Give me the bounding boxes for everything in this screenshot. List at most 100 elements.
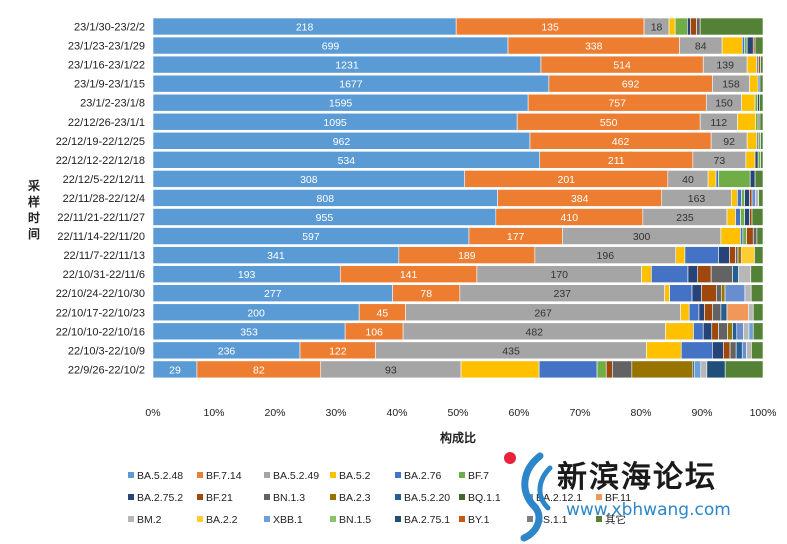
legend-swatch (197, 494, 203, 500)
bar-segment (754, 170, 764, 188)
bar-row: 22/12/5-22/12/11 308 201 40 (63, 170, 764, 188)
data-label: 699 (322, 41, 340, 53)
bar-segment (759, 112, 764, 131)
legend-item: BF.11 (596, 492, 631, 504)
bar-row: 22/11/21-22/11/27 955 410 235 (57, 208, 764, 226)
x-tick-label: 40% (386, 407, 407, 419)
legend-swatch (128, 516, 134, 522)
bar-segment (744, 208, 750, 226)
legend-item: BA.5.2.48 (128, 470, 183, 482)
bar-segment (631, 360, 694, 379)
bar-segment (751, 341, 764, 360)
data-label: 962 (333, 136, 351, 148)
bar-segment (755, 189, 760, 207)
data-label: 267 (534, 307, 552, 319)
x-tick-label: 100% (750, 407, 777, 419)
legend-label: BF.21 (206, 492, 233, 504)
legend-swatch (264, 494, 270, 500)
legend-label: BA.5.2.48 (137, 470, 183, 482)
legend-item: BN.1.5 (330, 514, 371, 526)
data-label: 92 (723, 136, 735, 148)
legend-item: BA.5.2.20 (395, 492, 450, 504)
bar-segment (690, 17, 697, 36)
legend-label: BF.11 (605, 492, 631, 504)
data-label: 163 (688, 193, 706, 205)
data-label: 201 (558, 174, 576, 186)
bar-row: 22/10/31-22/11/6 193 141 170 (63, 265, 764, 283)
data-label: 189 (458, 250, 476, 262)
bar-segment (693, 322, 704, 341)
bar-segment (751, 189, 756, 207)
bar-segment (737, 112, 756, 131)
bar-segment (741, 246, 755, 264)
bar-segment (724, 360, 764, 379)
bar-segment (720, 284, 726, 303)
bar-segment (710, 265, 733, 283)
legend-swatch (128, 472, 134, 478)
data-label: 338 (585, 41, 603, 53)
bar-segment (723, 341, 731, 360)
legend-label: BA.2.12.1 (536, 492, 582, 504)
bar-segment (732, 322, 738, 341)
legend-label: BF.7.14 (206, 470, 242, 482)
legend-swatch (330, 516, 336, 522)
bar-segment (715, 170, 719, 188)
x-tick-label: 70% (569, 407, 590, 419)
bar-segment (751, 208, 764, 226)
bar-segment (718, 246, 730, 264)
y-tick-label: 22/12/12-22/12/18 (56, 155, 145, 167)
data-label: 1595 (329, 98, 353, 110)
bar-segment (754, 246, 764, 264)
bar-segment (738, 265, 752, 283)
legend-swatch (330, 494, 336, 500)
legend-swatch (330, 472, 336, 478)
legend-swatch (395, 494, 401, 500)
legend-swatch (128, 494, 134, 500)
data-label: 277 (264, 288, 282, 300)
y-tick-label: 22/11/14-22/11/20 (57, 231, 145, 243)
bar-segment (746, 36, 754, 55)
bar-segment (749, 74, 759, 93)
y-tick-label: 22/11/28-22/12/4 (63, 193, 145, 205)
bar-row: 22/12/19-22/12/25 962 462 92 (56, 132, 764, 150)
data-label: 139 (716, 60, 734, 72)
x-tick-label: 50% (447, 407, 468, 419)
legend-swatch (596, 516, 602, 522)
bar-segment (754, 36, 764, 55)
x-axis-title: 构成比 (440, 430, 476, 445)
legend-swatch (264, 516, 270, 522)
legend-item: BA.5.2.49 (264, 470, 319, 482)
x-tick-label: 60% (508, 407, 529, 419)
bar-segment (718, 170, 751, 188)
y-tick-label: 22/11/21-22/11/27 (57, 212, 145, 224)
legend-item: BA.2.75.2 (128, 492, 183, 504)
legend-item: BY.1 (459, 514, 490, 526)
bar-segment (712, 341, 724, 360)
bar-segment (720, 227, 741, 245)
legend-item: BM.2 (128, 514, 162, 526)
bar-segment (721, 36, 743, 55)
legend-label: 其它 (605, 513, 626, 526)
legend-label: BA.2.75.1 (404, 514, 450, 526)
bar-segment (745, 151, 756, 169)
bar-segment (701, 284, 717, 303)
bar-segment (605, 360, 613, 379)
bar-segment (749, 189, 753, 207)
data-label: 122 (329, 345, 347, 357)
legend-swatch (395, 516, 401, 522)
bar-segment (749, 208, 753, 226)
bar-row: 23/1/16-23/1/22 1231 514 139 (68, 55, 764, 74)
y-tick-label: 22/12/26-23/1/1 (68, 117, 145, 129)
data-label: 196 (597, 250, 615, 262)
bar-segment (743, 322, 750, 341)
legend-item: BS.1.1 (527, 514, 568, 526)
bar-segment (680, 341, 713, 360)
watermark-title: 新滨海论坛 (557, 460, 717, 495)
legend-item: BA.2.3 (330, 492, 371, 504)
legend-item: BA.2.75.1 (395, 514, 450, 526)
x-tick-label: 0% (145, 407, 160, 419)
bar-row: 22/10/10-22/10/16 353 106 482 (56, 322, 764, 341)
data-label: 106 (365, 326, 383, 338)
data-label: 150 (715, 98, 733, 110)
bar-segment (716, 284, 722, 303)
